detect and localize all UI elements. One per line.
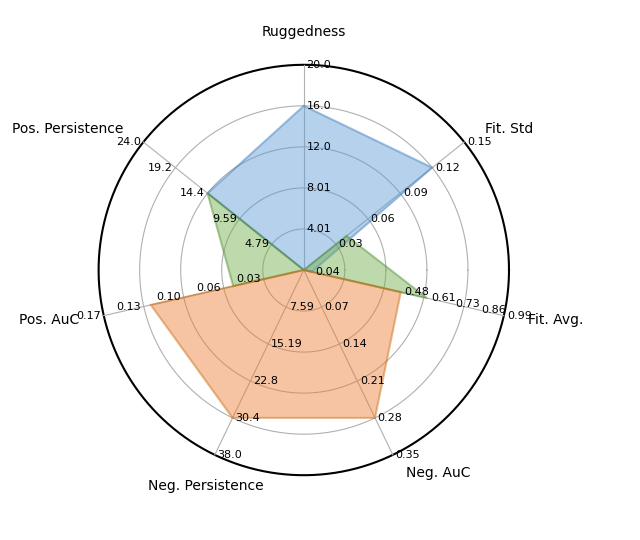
Text: Neg. AuC: Neg. AuC: [406, 467, 470, 481]
Text: 0.15: 0.15: [467, 137, 492, 147]
Text: 0.99: 0.99: [508, 310, 532, 321]
Text: Pos. AuC: Pos. AuC: [19, 313, 79, 327]
Text: Fit. Avg.: Fit. Avg.: [528, 313, 584, 327]
Text: 38.0: 38.0: [218, 450, 242, 460]
Text: 0.48: 0.48: [404, 287, 429, 297]
Text: 4.79: 4.79: [244, 239, 269, 249]
Text: 16.0: 16.0: [307, 101, 331, 111]
Text: 8.01: 8.01: [307, 183, 332, 193]
Text: 0.03: 0.03: [339, 239, 364, 249]
Text: 0.73: 0.73: [455, 299, 480, 309]
Text: Ruggedness: Ruggedness: [262, 25, 346, 39]
Text: 24.0: 24.0: [116, 137, 141, 147]
Text: Fit. Std: Fit. Std: [484, 122, 533, 136]
Text: 30.4: 30.4: [236, 413, 260, 423]
Text: 12.0: 12.0: [307, 142, 332, 152]
Text: 0.86: 0.86: [481, 305, 506, 315]
Text: 15.19: 15.19: [271, 339, 303, 349]
Text: 0.35: 0.35: [396, 450, 420, 460]
Text: 20.0: 20.0: [307, 60, 332, 70]
Text: 0.21: 0.21: [360, 376, 385, 386]
Polygon shape: [207, 106, 432, 272]
Text: 0.07: 0.07: [324, 302, 349, 312]
Text: 0.10: 0.10: [156, 292, 181, 302]
Polygon shape: [207, 193, 427, 298]
Text: 9.59: 9.59: [212, 214, 237, 224]
Text: 0.61: 0.61: [431, 293, 456, 303]
Text: 0.28: 0.28: [378, 413, 403, 423]
Text: 0.17: 0.17: [76, 310, 101, 321]
Text: 0.13: 0.13: [116, 301, 141, 312]
Text: 0.06: 0.06: [196, 284, 221, 293]
Text: Pos. Persistence: Pos. Persistence: [12, 122, 123, 136]
Text: 0.03: 0.03: [236, 274, 261, 284]
Text: 0.14: 0.14: [342, 339, 367, 349]
Text: Neg. Persistence: Neg. Persistence: [148, 479, 264, 493]
Text: 22.8: 22.8: [253, 376, 278, 386]
Text: 0.04: 0.04: [316, 267, 340, 277]
Text: 4.01: 4.01: [307, 224, 332, 234]
Text: 0.09: 0.09: [403, 188, 428, 198]
Text: 14.4: 14.4: [180, 188, 205, 198]
Text: 0.06: 0.06: [371, 214, 396, 224]
Polygon shape: [151, 270, 401, 418]
Text: 19.2: 19.2: [148, 163, 173, 173]
Text: 7.59: 7.59: [289, 302, 314, 312]
Text: 0.12: 0.12: [435, 163, 460, 173]
